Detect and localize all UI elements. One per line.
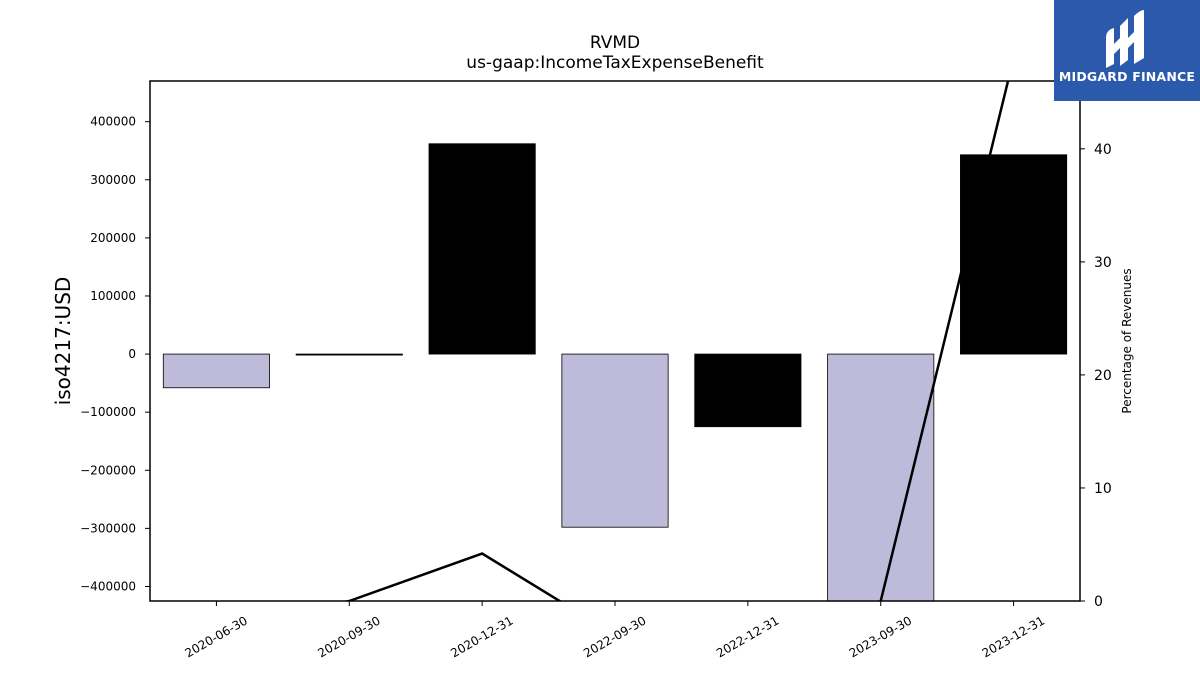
- bars-group: [162, 143, 1068, 601]
- y-tick-label: −100000: [80, 405, 136, 419]
- y2-tick-label: 10: [1094, 481, 1112, 497]
- bar-2023-12-31: [960, 154, 1068, 355]
- bar-2022-12-31: [694, 353, 802, 428]
- chart-title: RVMD: [590, 33, 640, 53]
- bar-2023-09-30: [827, 353, 935, 601]
- y-tick-label: −400000: [80, 579, 136, 593]
- y2-tick-label: 40: [1094, 142, 1112, 158]
- x-tick-label: 2020-09-30: [315, 613, 382, 660]
- x-tick-label: 2020-12-31: [448, 613, 515, 660]
- bar-2020-06-30: [162, 353, 270, 389]
- y2-tick-label: 30: [1094, 255, 1112, 271]
- y-tick-label: 0: [128, 347, 136, 361]
- bar-2022-09-30: [561, 353, 669, 528]
- y-tick-label: 400000: [90, 115, 136, 129]
- y-tick-label: 300000: [90, 173, 136, 187]
- x-tick-label: 2022-12-31: [714, 613, 781, 660]
- y2-tick-label: 0: [1094, 594, 1103, 610]
- brand-logo: MIDGARD FINANCE: [1054, 0, 1200, 101]
- y-tick-label: 200000: [90, 231, 136, 245]
- bar-2020-12-31: [428, 143, 536, 355]
- y2-axis-label: Percentage of Revenues: [1120, 268, 1134, 413]
- y-tick-label: −300000: [80, 521, 136, 535]
- y-tick-label: −200000: [80, 463, 136, 477]
- logo-mark-icon: [1106, 10, 1144, 68]
- x-tick-label: 2023-09-30: [847, 613, 914, 660]
- bar-2020-09-30: [295, 353, 403, 356]
- y-tick-label: 100000: [90, 289, 136, 303]
- x-tick-label: 2022-09-30: [581, 613, 648, 660]
- y2-tick-label: 20: [1094, 368, 1112, 384]
- y-axis-label: iso4217:USD: [51, 277, 75, 406]
- x-tick-label: 2020-06-30: [183, 613, 250, 660]
- x-tick-label: 2023-12-31: [980, 613, 1047, 660]
- chart-subtitle: us-gaap:IncomeTaxExpenseBenefit: [466, 53, 764, 73]
- logo-text: MIDGARD FINANCE: [1058, 69, 1196, 84]
